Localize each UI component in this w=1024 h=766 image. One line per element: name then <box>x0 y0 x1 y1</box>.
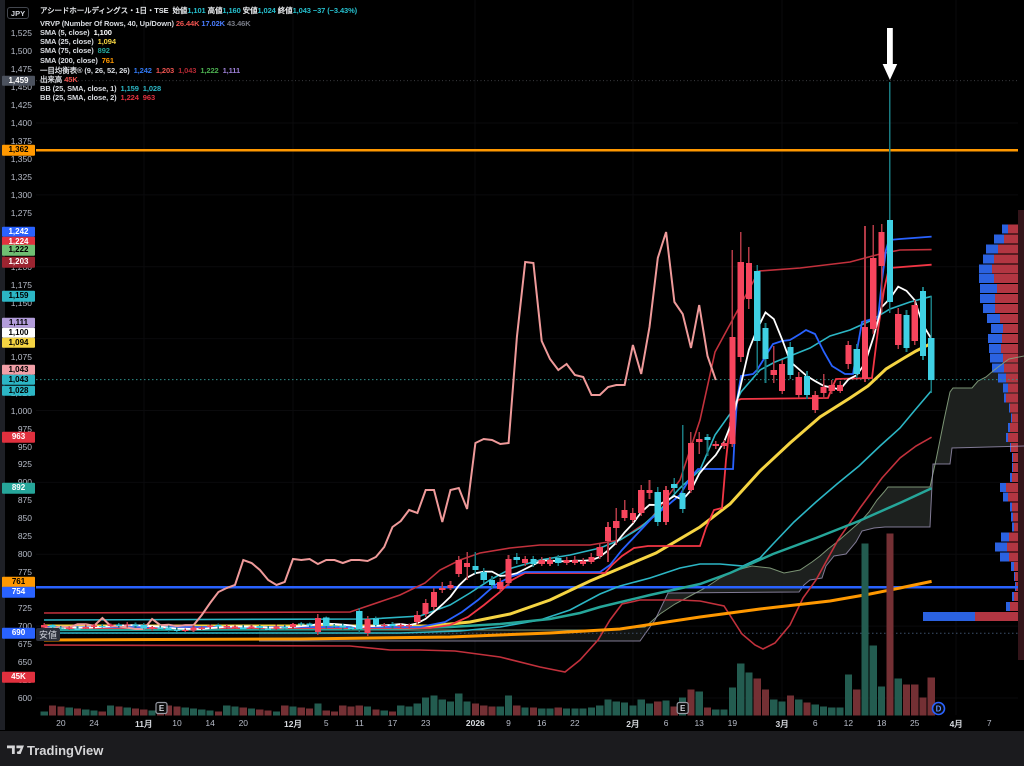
svg-text:E: E <box>680 704 686 713</box>
svg-text:E: E <box>159 704 165 713</box>
svg-text:D: D <box>936 705 942 714</box>
